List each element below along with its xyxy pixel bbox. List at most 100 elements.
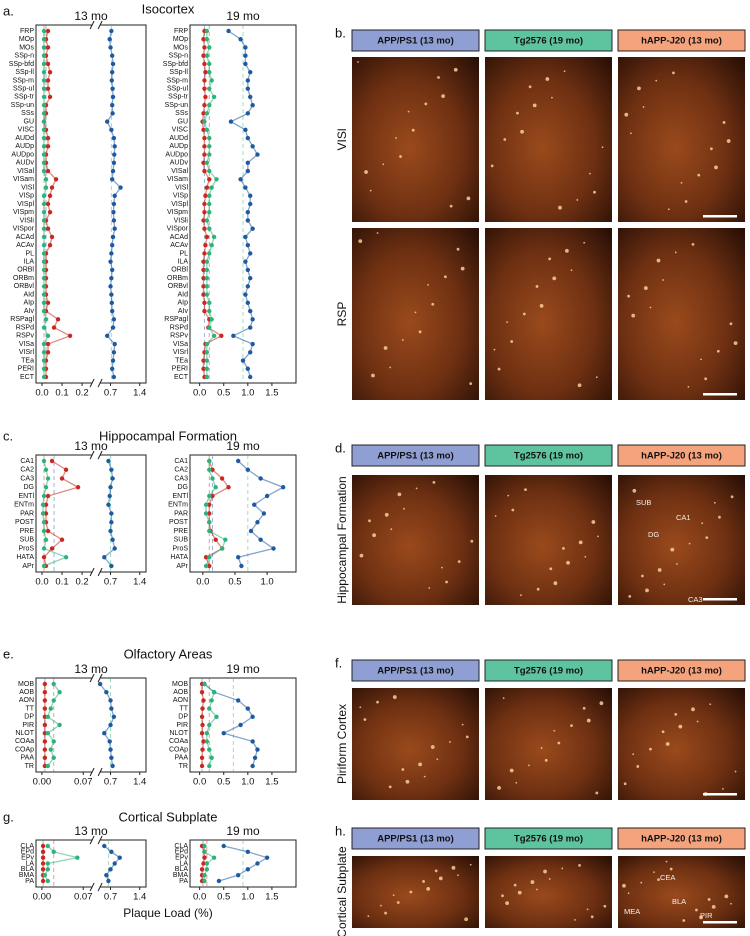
data-point <box>110 234 116 240</box>
category-label: AUDv <box>16 160 35 167</box>
panel-letter: c. <box>3 428 13 443</box>
plaque-speck <box>539 304 544 308</box>
data-point <box>45 201 51 207</box>
plaque-speck <box>548 878 551 880</box>
plaque-speck <box>733 341 738 346</box>
data-point <box>248 308 253 314</box>
category-label: MOs <box>173 44 188 51</box>
data-point <box>49 458 55 464</box>
plaque-speck <box>358 239 363 244</box>
data-point <box>201 127 206 133</box>
data-point <box>48 747 53 752</box>
data-point <box>204 284 210 289</box>
column-header-label: APP/PS1 (13 mo) <box>377 666 454 677</box>
plaque-speck <box>384 512 389 517</box>
data-point <box>200 722 205 728</box>
data-point <box>209 755 214 760</box>
plaque-speck <box>663 583 666 586</box>
category-label: PERI <box>18 366 34 373</box>
x-tick-label: 1.5 <box>265 892 278 903</box>
category-label: BLA <box>175 866 189 873</box>
data-point <box>258 476 263 481</box>
data-point <box>213 537 218 542</box>
x-tick-label: 0.7 <box>104 777 117 788</box>
data-point <box>243 185 248 190</box>
plaque-speck <box>524 488 527 491</box>
data-point <box>40 843 46 849</box>
category-label: AIp <box>177 300 188 307</box>
plaque-speck <box>507 494 510 497</box>
data-point <box>40 511 46 516</box>
data-point <box>199 731 205 736</box>
data-point <box>207 168 212 174</box>
category-label: VISpm <box>167 209 188 216</box>
data-point <box>41 358 47 363</box>
data-point <box>41 201 47 207</box>
data-point <box>40 502 46 507</box>
plaque-speck <box>582 706 586 710</box>
data-point <box>41 111 47 116</box>
category-label: SSp-ul <box>13 86 34 93</box>
category-label: SSs <box>21 110 34 117</box>
data-point <box>109 28 114 34</box>
data-point <box>209 698 214 703</box>
category-label: ORBvl <box>168 283 189 290</box>
category-label: EPv <box>175 855 188 862</box>
plaque-speck <box>562 547 565 550</box>
data-point <box>235 698 241 703</box>
category-label: VISa <box>173 341 188 348</box>
plaque-speck <box>583 241 586 244</box>
plaque-speck <box>369 189 372 192</box>
axis-break-slash <box>89 835 95 845</box>
category-label: PA <box>179 878 188 885</box>
plaque-speck <box>493 348 496 351</box>
data-point <box>245 160 251 166</box>
chart-subtitle: 19 mo <box>226 824 260 838</box>
plaque-speck <box>384 911 387 915</box>
plaque-speck <box>528 85 532 89</box>
data-point <box>110 94 116 100</box>
data-point <box>201 218 206 223</box>
category-label: SSp-tr <box>168 94 189 101</box>
plaque-speck <box>509 768 514 773</box>
category-label: CLA <box>174 843 188 850</box>
plaque-speck <box>705 536 709 539</box>
data-point <box>45 135 51 141</box>
data-point <box>204 358 210 363</box>
micrograph <box>618 57 745 222</box>
micrograph <box>352 475 479 605</box>
plaque-speck <box>392 894 395 896</box>
chart-subtitle: 19 mo <box>226 9 260 23</box>
x-tick-label: 0.0 <box>196 577 209 588</box>
category-label: ENTm <box>14 502 34 509</box>
plaque-speck <box>456 247 460 251</box>
micrograph <box>485 475 612 605</box>
data-point <box>104 333 110 339</box>
plaque-speck <box>380 904 382 907</box>
data-point <box>45 333 51 339</box>
data-point <box>203 555 209 560</box>
data-point <box>199 755 205 760</box>
data-point <box>59 476 65 481</box>
category-label: CA2 <box>174 467 188 474</box>
data-point <box>245 366 251 371</box>
data-point <box>47 94 53 100</box>
category-label: ENTm <box>168 502 188 509</box>
category-label: AIp <box>23 300 34 307</box>
category-label: EPd <box>175 849 188 856</box>
plot-frame <box>189 677 297 773</box>
category-label: COAa <box>169 738 188 745</box>
column-header-label: hAPP-J20 (13 mo) <box>641 834 722 845</box>
plaque-speck <box>520 594 522 597</box>
category-label: VISl <box>175 184 188 191</box>
data-point <box>207 528 212 534</box>
data-point <box>41 259 47 264</box>
data-point <box>42 681 48 687</box>
panel-letter: h. <box>335 823 346 838</box>
data-point <box>111 714 117 719</box>
data-point <box>41 69 47 75</box>
data-point <box>108 284 113 289</box>
plaque-speck <box>497 367 501 371</box>
category-label: AId <box>177 291 188 298</box>
data-point <box>204 111 210 116</box>
